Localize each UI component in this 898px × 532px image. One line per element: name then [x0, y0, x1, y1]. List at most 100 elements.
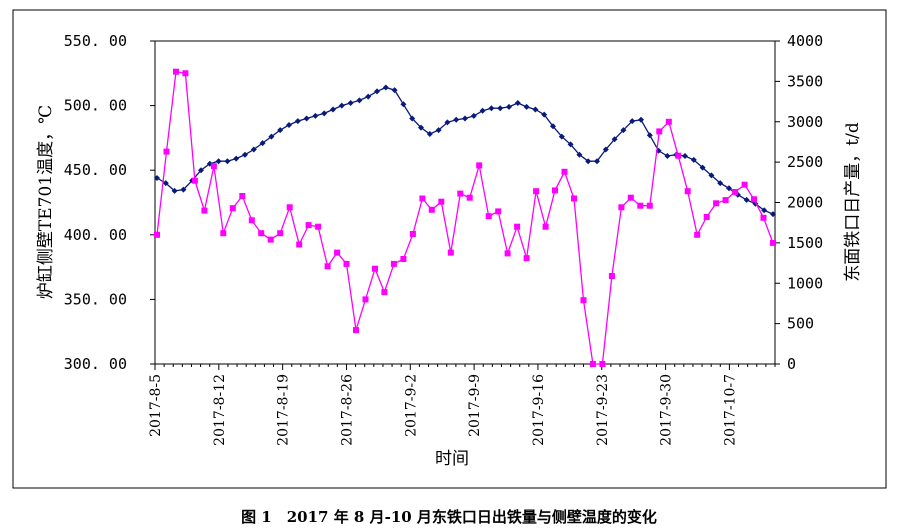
data-point: [646, 202, 653, 209]
data-point: [267, 236, 274, 243]
data-point: [315, 223, 322, 230]
data-point: [191, 177, 198, 184]
data-point: [409, 231, 416, 237]
data-point: [690, 156, 697, 163]
data-point: [400, 256, 407, 262]
data-point: [532, 106, 539, 113]
data-point: [356, 97, 363, 104]
data-point: [514, 223, 521, 230]
left-tick-label: 450. 00: [64, 161, 127, 179]
data-point: [541, 111, 548, 118]
right-tick-label: 4000: [787, 32, 823, 50]
x-tick-label: 2017-8-19: [276, 374, 292, 446]
data-point: [286, 204, 293, 211]
data-point: [567, 141, 574, 148]
data-point: [552, 187, 558, 194]
data-point: [324, 263, 331, 270]
x-axis: 2017-8-5 2017-8-12 2017-8-19 2017-8-26 2017-…: [148, 364, 776, 446]
chart-border: [12, 9, 887, 489]
data-point: [182, 70, 189, 77]
data-point: [453, 116, 460, 123]
data-point: [576, 151, 583, 158]
x-tick-label: 2017-8-12: [212, 374, 228, 446]
data-point: [627, 194, 634, 201]
data-point: [409, 115, 416, 122]
right-tick-label: 3000: [787, 113, 823, 131]
data-point: [330, 106, 336, 113]
x-tick-label: 2017-9-16: [531, 374, 547, 446]
data-point: [372, 265, 378, 272]
data-point: [620, 127, 627, 134]
data-point: [201, 207, 208, 214]
data-point: [470, 112, 477, 119]
data-point: [259, 140, 266, 147]
left-tick-label: 350. 00: [64, 290, 127, 308]
data-point: [629, 118, 636, 125]
data-point: [391, 87, 398, 94]
data-point: [699, 164, 706, 171]
data-point: [250, 146, 257, 153]
data-point: [599, 361, 606, 367]
data-point: [400, 101, 407, 108]
data-point: [589, 361, 596, 367]
data-point: [438, 198, 445, 205]
data-point: [381, 289, 388, 296]
data-point: [462, 115, 468, 122]
data-point: [305, 222, 312, 229]
data-point: [638, 116, 644, 123]
data-point: [665, 118, 672, 125]
data-point: [580, 297, 587, 304]
data-point: [542, 223, 549, 230]
x-tick-label: 2017-8-5: [148, 374, 164, 437]
data-point: [171, 187, 178, 194]
y-axis-right-label: 东面铁口日产量，t/d: [843, 122, 863, 282]
x-tick-label: 2017-9-9: [467, 374, 483, 437]
data-point: [365, 93, 372, 100]
series-group: [154, 68, 776, 367]
data-point: [717, 180, 724, 187]
data-point: [334, 249, 341, 256]
data-point: [294, 118, 301, 125]
data-point: [732, 189, 739, 195]
data-point: [694, 231, 701, 238]
data-point: [602, 146, 609, 153]
data-point: [321, 110, 328, 117]
right-axis: 0 500 1000 1500 2000 2500 3000 3500 4000: [775, 32, 823, 373]
data-point: [382, 84, 389, 91]
data-point: [476, 162, 483, 169]
data-point: [558, 133, 565, 140]
data-point: [362, 296, 369, 303]
data-point: [611, 136, 618, 143]
data-point: [353, 327, 359, 334]
data-point: [296, 241, 303, 248]
data-point: [594, 158, 600, 165]
data-point: [312, 112, 319, 119]
right-tick-label: 500: [787, 315, 814, 333]
data-point: [220, 230, 227, 237]
data-point: [761, 207, 768, 214]
data-point: [428, 206, 435, 213]
data-point: [268, 133, 275, 140]
data-point: [163, 148, 170, 155]
x-tick-label: 2017-9-2: [403, 374, 419, 437]
data-point: [286, 122, 292, 128]
data-point: [743, 196, 750, 203]
data-point: [708, 172, 715, 179]
data-point: [571, 195, 577, 202]
data-point: [751, 196, 757, 203]
data-point: [561, 168, 568, 175]
data-point: [224, 158, 231, 165]
data-point: [703, 214, 710, 220]
data-point: [229, 205, 236, 212]
y-axis-left-label: 炉缸侧壁TE701温度，℃: [35, 105, 56, 299]
right-tick-label: 2000: [787, 194, 823, 212]
data-point: [242, 151, 248, 158]
data-point: [504, 250, 511, 257]
data-point: [248, 217, 255, 224]
data-point: [303, 115, 310, 122]
data-point: [154, 231, 160, 238]
data-point: [550, 123, 556, 130]
data-point: [258, 230, 265, 237]
data-point: [233, 155, 240, 162]
x-tick-label: 2017-10-7: [722, 374, 738, 446]
